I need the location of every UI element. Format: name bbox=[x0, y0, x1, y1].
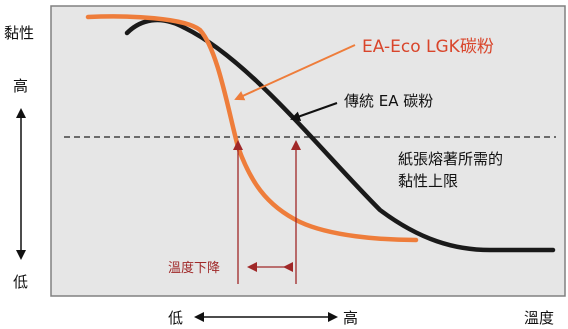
y-axis-high-label: 高 bbox=[13, 77, 28, 95]
y-axis-title: 黏性 bbox=[4, 24, 34, 42]
temp-drop-label: 溫度下降 bbox=[168, 260, 220, 276]
ea-eco-callout-line bbox=[234, 44, 356, 101]
traditional-label: 傳統 EA 碳粉 bbox=[344, 92, 433, 110]
ea-eco-label: EA-Eco LGK碳粉 bbox=[362, 37, 494, 57]
threshold-label-line1: 紙張熔著所需的 bbox=[398, 150, 503, 168]
y-axis-low-label: 低 bbox=[13, 273, 28, 291]
x-axis-title: 溫度 bbox=[524, 309, 554, 327]
x-axis-high-label: 高 bbox=[343, 309, 358, 327]
x-axis-low-label: 低 bbox=[168, 309, 183, 327]
traditional-callout-line bbox=[290, 102, 338, 122]
threshold-label-line2: 黏性上限 bbox=[398, 172, 458, 190]
